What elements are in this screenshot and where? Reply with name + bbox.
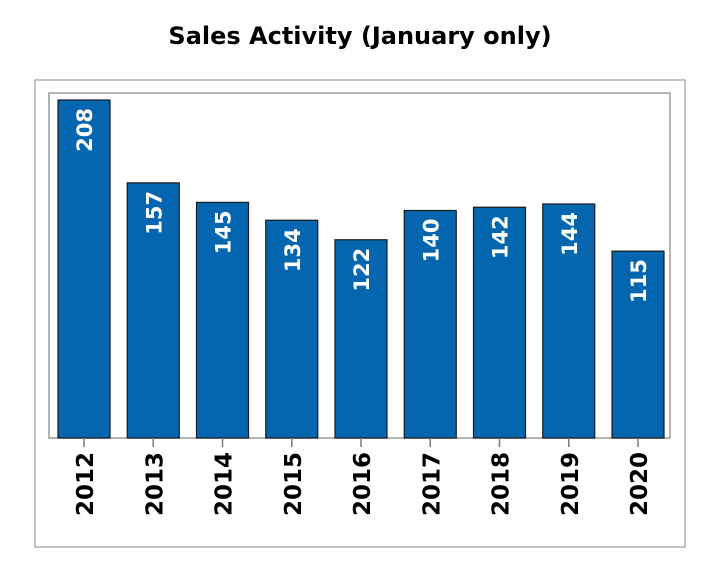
data-label-2015: 134 [281,228,305,272]
x-tick-label-2018: 2018 [489,452,515,516]
x-axis-ticks: 2012 2013 2014 2015 2016 2017 2018 2019 2020 [73,438,653,516]
data-label-2019: 144 [558,212,582,256]
data-label-2014: 145 [212,210,236,254]
bars-layer [57,99,665,439]
data-label-2018: 142 [489,215,513,259]
x-tick-label-2017: 2017 [419,452,445,516]
data-labels-layer: 208 157 145 134 122 140 142 144 115 [73,108,651,303]
data-label-2012: 208 [73,108,97,152]
data-label-2013: 157 [142,191,166,235]
x-tick-label-2013: 2013 [142,452,168,516]
bar-2017 [403,209,457,439]
data-label-2020: 115 [627,259,651,303]
data-label-2016: 122 [350,248,374,292]
x-tick-label-2016: 2016 [350,452,376,516]
x-tick-label-2019: 2019 [558,452,584,516]
bar-2018 [472,206,527,439]
chart-title: Sales Activity (January only) [168,22,552,50]
bar-2019 [542,203,596,439]
x-tick-label-2012: 2012 [73,452,99,516]
x-tick-label-2020: 2020 [627,452,653,516]
x-tick-label-2014: 2014 [212,452,238,516]
bar-2012 [57,99,111,439]
data-label-2017: 140 [419,219,443,263]
x-tick-label-2015: 2015 [281,452,307,516]
bar-2016 [334,239,388,439]
